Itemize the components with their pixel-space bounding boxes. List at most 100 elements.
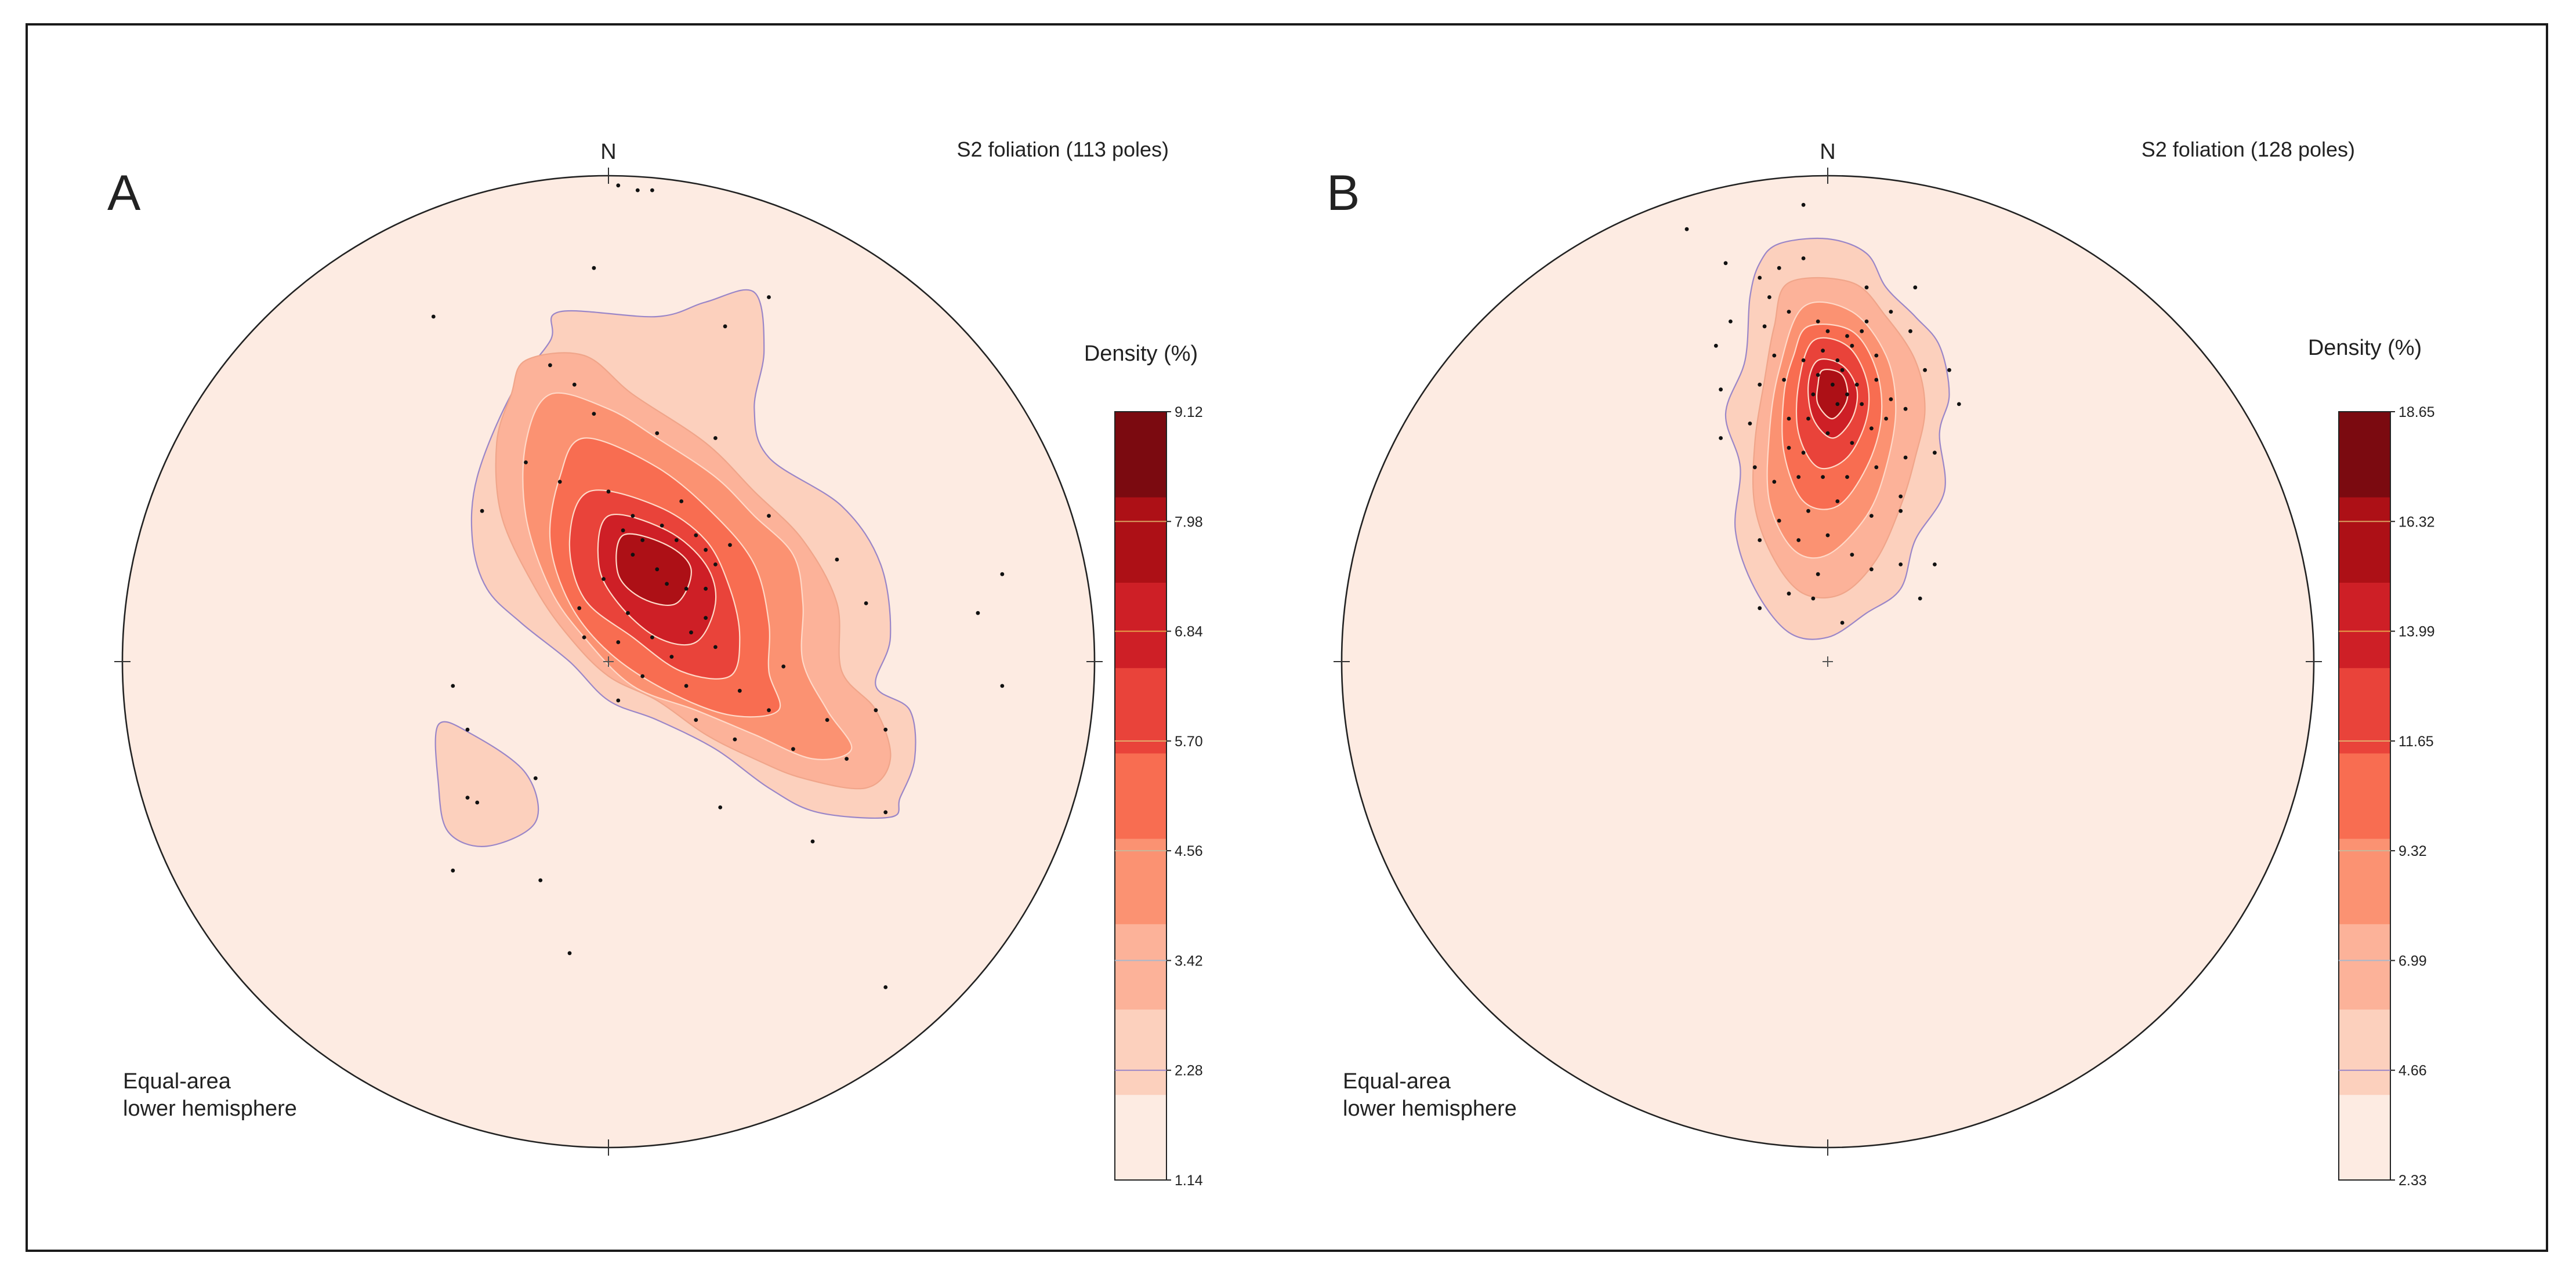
figure-frame — [26, 23, 2548, 1252]
pole-point — [616, 698, 621, 703]
pole-point — [781, 665, 786, 669]
pole-point — [1908, 329, 1912, 333]
pole-point — [1000, 572, 1005, 576]
colorbar-tick-label: 7.98 — [1175, 514, 1203, 530]
pole-point — [592, 266, 596, 270]
pole-point — [669, 655, 674, 659]
pole-point — [674, 538, 679, 542]
projection-line-1: Equal-area — [1343, 1069, 1451, 1094]
pole-point — [1752, 465, 1757, 470]
colorbar-tick-label: 9.32 — [2399, 843, 2427, 859]
pole-points — [1684, 202, 1961, 625]
density-contours — [434, 289, 916, 847]
pole-point — [1801, 451, 1806, 455]
pole-point — [606, 489, 611, 494]
pole-point — [533, 776, 538, 780]
pole-point — [1913, 285, 1918, 290]
pole-point — [1840, 620, 1845, 625]
colorbar-tick-label: 6.99 — [2399, 953, 2427, 969]
pole-point — [810, 839, 815, 844]
pole-point — [1884, 416, 1889, 421]
colorbar-tick-label: 1.14 — [1175, 1172, 1203, 1189]
pole-point — [1835, 358, 1840, 362]
pole-point — [640, 674, 645, 678]
colorbar-band — [1115, 1009, 1166, 1095]
pole-point — [1864, 285, 1869, 290]
projection-line-2: lower hemisphere — [123, 1097, 297, 1121]
pole-point — [1869, 567, 1874, 572]
projection-line-2: lower hemisphere — [1343, 1097, 1517, 1121]
colorbar-outline — [1114, 411, 1167, 1181]
colorbar-band — [1115, 753, 1166, 839]
panel-letter: B — [1327, 165, 1360, 221]
colorbar-tick-label: 4.66 — [2399, 1063, 2427, 1079]
panel-letter: A — [107, 165, 141, 221]
pole-point — [689, 630, 693, 635]
pole-point — [791, 747, 795, 751]
pole-point — [1933, 562, 1937, 567]
pole-point — [475, 800, 480, 805]
stereonet-panel-a: A N S2 foliation (113 poles) Equal-area lowe… — [107, 137, 1203, 1189]
pole-point — [1840, 368, 1845, 372]
pole-point — [767, 708, 771, 713]
pole-point — [737, 688, 742, 693]
pole-point — [883, 810, 888, 815]
pole-point — [1796, 475, 1801, 479]
pole-point — [557, 480, 562, 484]
colorbar-tick-label: 4.56 — [1175, 843, 1203, 859]
pole-point — [1874, 353, 1879, 358]
pole-point — [684, 684, 689, 688]
panel-title: S2 foliation (128 poles) — [2142, 137, 2355, 161]
pole-point — [465, 796, 470, 800]
pole-point — [864, 601, 868, 605]
colorbar-band — [2339, 1009, 2390, 1095]
pole-point — [1850, 553, 1854, 557]
pole-point — [1772, 353, 1777, 358]
pole-point — [572, 382, 577, 387]
pole-point — [1825, 533, 1830, 538]
pole-point — [874, 708, 878, 713]
pole-point — [1777, 518, 1781, 523]
pole-point — [679, 499, 684, 503]
pole-point — [577, 606, 582, 611]
pole-point — [1864, 320, 1869, 324]
pole-point — [480, 509, 484, 513]
contour-level-2-28 — [434, 721, 539, 847]
pole-point — [1729, 320, 1733, 324]
pole-point — [1957, 402, 1961, 406]
pole-point — [883, 727, 888, 732]
pole-point — [694, 718, 698, 722]
colorbar-tick-label: 3.42 — [1175, 953, 1203, 969]
pole-point — [704, 616, 708, 620]
pole-point — [1723, 261, 1728, 266]
pole-point — [665, 582, 669, 586]
colorbar-title: Density (%) — [2308, 336, 2422, 360]
pole-point — [767, 295, 771, 299]
pole-point — [655, 567, 660, 572]
pole-point — [1758, 538, 1762, 542]
pole-point — [1854, 382, 1859, 387]
colorbar-band — [2339, 497, 2390, 583]
pole-point — [524, 460, 528, 464]
pole-point — [451, 684, 455, 688]
pole-point — [1767, 295, 1771, 299]
pole-point — [1821, 475, 1825, 479]
colorbar-tick-label: 2.28 — [1175, 1063, 1203, 1079]
colorbar-band — [2339, 838, 2390, 924]
colorbar-band — [2339, 1094, 2390, 1181]
colorbar-band — [2339, 924, 2390, 1010]
pole-point — [655, 431, 660, 435]
pole-point — [1719, 436, 1723, 440]
pole-point — [1748, 422, 1752, 426]
pole-point — [845, 757, 849, 761]
pole-point — [592, 412, 596, 416]
colorbar-band — [1115, 924, 1166, 1010]
pole-point — [1889, 397, 1893, 401]
pole-point — [631, 514, 635, 518]
stereonet-panel-b: B N S2 foliation (128 poles) Equal-area lowe… — [1327, 137, 2435, 1189]
pole-point — [1787, 416, 1791, 421]
pole-point — [713, 562, 718, 567]
pole-point — [1947, 368, 1951, 372]
pole-point — [1845, 475, 1849, 479]
